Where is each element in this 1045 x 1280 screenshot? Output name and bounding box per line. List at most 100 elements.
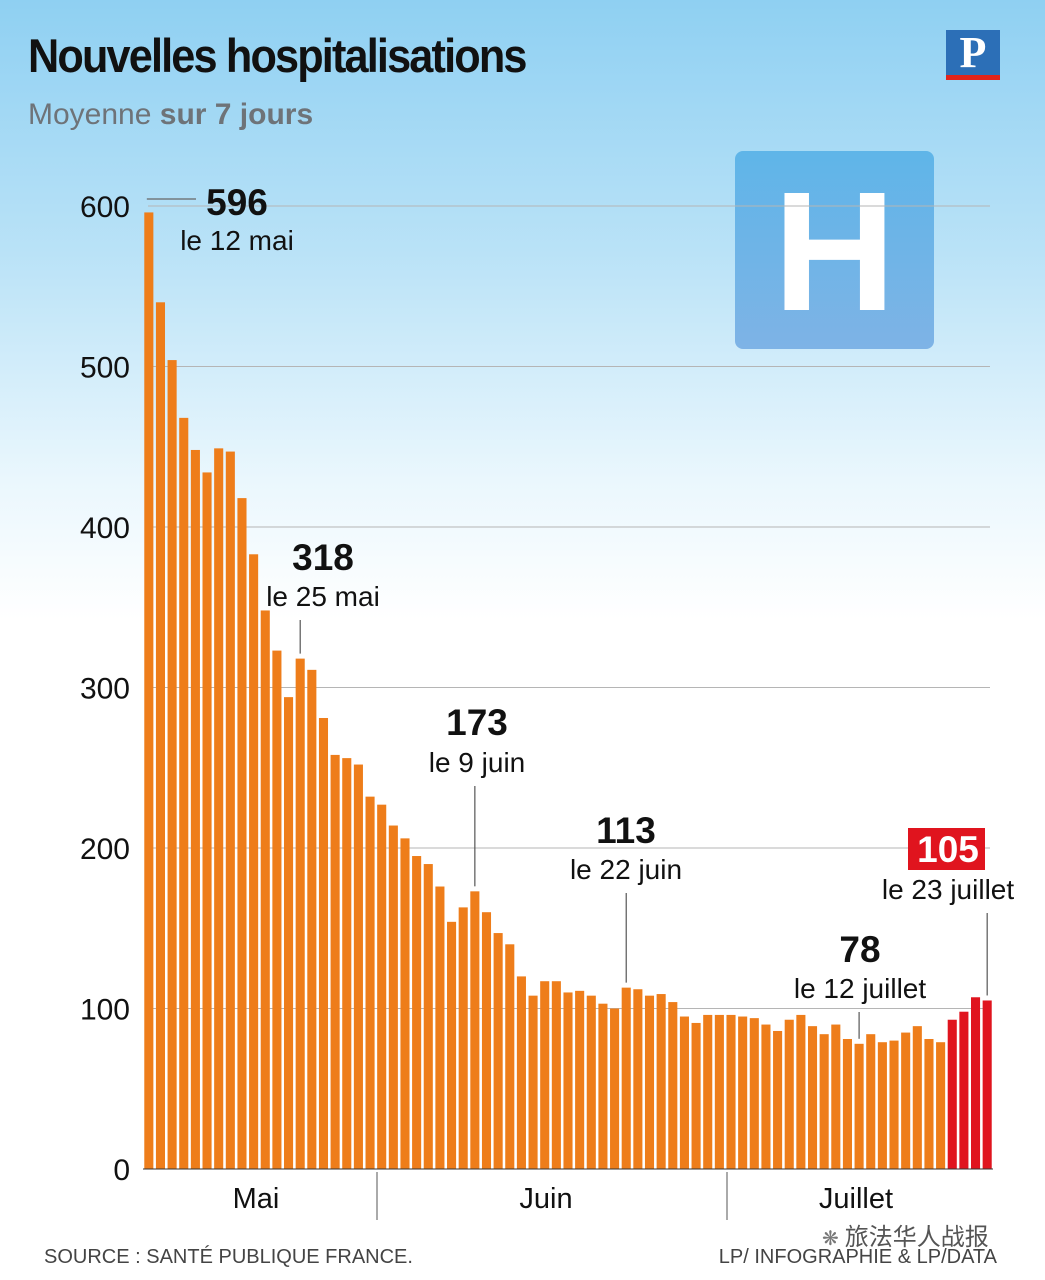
logo-stripe [946,75,1000,80]
bar [656,994,666,1169]
bar [470,891,480,1169]
hospital-sign-icon: H [735,151,934,349]
annotation-date: le 9 juin [429,747,526,778]
wechat-icon: ❋ [822,1228,839,1250]
y-tick-label: 300 [80,673,130,706]
bar [773,1030,783,1169]
y-tick-label: 600 [80,191,130,224]
bar [947,1019,957,1169]
bar [924,1038,934,1169]
bar [877,1042,887,1169]
annotation-date: le 12 mai [180,225,294,256]
bar [610,1008,620,1169]
annotation-date: le 25 mai [266,581,380,612]
bar [435,886,445,1169]
annotation-value: 173 [446,702,508,743]
bar [901,1032,911,1169]
watermark-text: 旅法华人战报 [844,1224,989,1251]
bar [714,1014,724,1169]
month-label: Mai [233,1183,280,1215]
bar [598,1003,608,1169]
bar [225,451,235,1169]
bar [505,944,515,1169]
bar [540,981,550,1169]
bar [272,650,282,1169]
logo-letter: P [959,28,987,77]
bar [761,1024,771,1169]
bar [423,864,433,1169]
bar [936,1042,946,1169]
bar [866,1034,876,1169]
bar [458,907,468,1169]
chart-title: Nouvelles hospitalisations [28,29,527,82]
credit-note: LP/ INFOGRAPHIE & LP/DATA [718,1246,997,1268]
bar [959,1011,969,1169]
bar [202,472,212,1169]
bar [703,1014,713,1169]
bar [726,1014,736,1169]
bar [982,1000,992,1169]
month-label: Juillet [819,1183,893,1215]
bar [388,825,398,1169]
bar [284,697,294,1169]
subtitle-plain: Moyenne [28,98,152,131]
bar [679,1016,689,1169]
bar [330,754,340,1169]
bar [668,1002,678,1169]
bar [551,981,561,1169]
bar [633,989,643,1169]
bar [842,1038,852,1169]
bar [563,992,573,1169]
bar [575,990,585,1169]
bar [190,449,200,1170]
bar [155,302,166,1169]
bar [167,360,177,1170]
bar [970,997,981,1169]
bar [516,976,526,1169]
bar [819,1034,829,1169]
bar [353,764,363,1169]
y-tick-label: 200 [80,833,130,866]
bar [412,856,422,1169]
y-tick-label: 100 [80,994,130,1027]
bar [738,1016,748,1169]
bar [831,1024,841,1169]
bar [586,995,596,1169]
annotation-date: le 23 juillet [882,874,1015,905]
bar [784,1019,794,1169]
bar [249,554,259,1169]
bar [377,804,387,1169]
month-label: Juin [519,1183,572,1215]
bar [295,658,305,1169]
bar [493,933,503,1169]
y-tick-label: 400 [80,512,130,545]
y-tick-label: 500 [80,352,130,385]
y-tick-label: 0 [113,1154,130,1187]
bar [854,1043,864,1169]
bar [307,669,317,1169]
hospital-sign-letter: H [773,157,896,347]
bar [179,417,189,1169]
highlight-value-box [908,828,985,870]
chart-subtitle: Moyenne sur 7 jours [28,98,313,132]
bar [260,610,270,1169]
annotation-date: le 12 juillet [794,973,927,1004]
bar [318,717,329,1169]
bar [889,1040,899,1169]
annotation-value: 78 [839,929,880,970]
subtitle-bold: sur 7 jours [159,98,314,131]
le-parisien-logo: P [946,30,1000,80]
bar [807,1026,818,1169]
bar [644,995,655,1169]
annotation-date: le 22 juin [570,854,682,885]
bar [621,987,631,1169]
bar [214,448,224,1170]
annotation-value: 318 [292,537,354,578]
bar [400,838,410,1169]
bar [237,498,247,1169]
bar [144,212,154,1170]
source-note: SOURCE : SANTÉ PUBLIQUE FRANCE. [44,1246,413,1268]
annotation-value: 105 [917,829,979,870]
